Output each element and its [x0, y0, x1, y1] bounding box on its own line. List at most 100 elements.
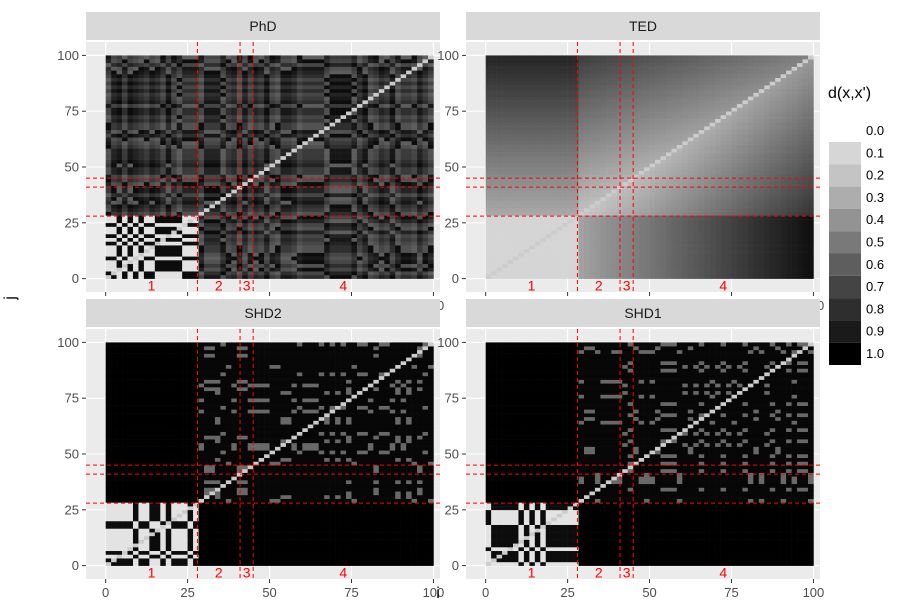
- heatmap-cell: [280, 122, 287, 127]
- heatmap-cell: [214, 111, 221, 116]
- heatmap-cell: [307, 211, 314, 216]
- heatmap-cell: [269, 133, 276, 138]
- heatmap-cell: [149, 155, 156, 160]
- heatmap-cell: [400, 66, 407, 71]
- heatmap-cell: [540, 129, 547, 134]
- heatmap-cell: [258, 204, 265, 209]
- heatmap-cell: [545, 170, 552, 175]
- heatmap-cell: [600, 77, 607, 82]
- heatmap-cell: [105, 111, 112, 116]
- heatmap-cell: [324, 226, 330, 231]
- heatmap-cell: [400, 185, 407, 190]
- heatmap-cell: [507, 174, 514, 179]
- heatmap-cell: [384, 107, 391, 112]
- heatmap-cell: [384, 140, 391, 145]
- heatmap-cell: [132, 181, 139, 186]
- heatmap-cell: [346, 126, 352, 131]
- heatmap-cell: [507, 85, 514, 90]
- heatmap-cell: [573, 126, 579, 131]
- heatmap-cell: [567, 260, 574, 265]
- heatmap-cell: [384, 77, 391, 82]
- heatmap-cell: [518, 167, 525, 172]
- heatmap-cell: [318, 219, 325, 224]
- heatmap-cell: [362, 256, 369, 261]
- heatmap-cell: [384, 114, 391, 119]
- heatmap-cell: [427, 62, 434, 67]
- heatmap-cell: [143, 114, 150, 119]
- heatmap-cell: [417, 178, 423, 183]
- heatmap-cell: [589, 159, 596, 164]
- heatmap-cell: [594, 129, 601, 134]
- heatmap-cell: [165, 126, 172, 131]
- heatmap-cell: [165, 103, 172, 108]
- heatmap-cell: [313, 81, 320, 86]
- heatmap-cell: [269, 62, 276, 67]
- heatmap-cell: [302, 245, 309, 250]
- heatmap-cell: [551, 196, 557, 201]
- heatmap-cell: [247, 92, 254, 97]
- heatmap-cell: [275, 114, 281, 119]
- heatmap-cell: [116, 200, 123, 205]
- heatmap-cell: [584, 159, 590, 164]
- heatmap-cell: [182, 92, 188, 97]
- heatmap-cell: [422, 129, 429, 134]
- heatmap-cell: [523, 114, 530, 119]
- heatmap-cell: [149, 55, 156, 60]
- heatmap-cell: [346, 245, 352, 250]
- heatmap-cell: [187, 70, 194, 75]
- heatmap-cell: [285, 140, 292, 145]
- heatmap-cell: [318, 237, 325, 242]
- heatmap-cell: [378, 181, 385, 186]
- heatmap-cell: [204, 55, 210, 60]
- heatmap-cell: [518, 215, 525, 220]
- heatmap-cell: [165, 140, 172, 145]
- heatmap-cell: [258, 140, 265, 145]
- heatmap-cell: [384, 230, 391, 235]
- heatmap-cell: [594, 137, 601, 142]
- heatmap-cell: [193, 219, 199, 224]
- heatmap-cell: [225, 248, 232, 253]
- heatmap-cell: [182, 163, 188, 168]
- heatmap-cell: [143, 204, 150, 209]
- heatmap-cell: [225, 226, 232, 231]
- heatmap-cell: [253, 237, 259, 242]
- heatmap-cell: [285, 256, 292, 261]
- heatmap-cell: [198, 140, 205, 145]
- heatmap-cell: [556, 107, 563, 112]
- heatmap-cell: [318, 271, 325, 276]
- heatmap-cell: [584, 152, 590, 157]
- heatmap-cell: [417, 226, 423, 231]
- heatmap-cell: [138, 103, 145, 108]
- heatmap-cell: [318, 155, 325, 160]
- heatmap-cell: [605, 271, 612, 276]
- heatmap-cell: [329, 152, 336, 157]
- heatmap-cell: [187, 140, 194, 145]
- heatmap-cell: [329, 200, 336, 205]
- heatmap-cell: [275, 260, 281, 265]
- heatmap-cell: [132, 241, 139, 246]
- heatmap-cell: [545, 193, 552, 198]
- heatmap-cell: [356, 133, 363, 138]
- heatmap-cell: [496, 73, 503, 79]
- heatmap-cell: [540, 133, 547, 138]
- heatmap-cell: [198, 196, 205, 201]
- heatmap-cell: [154, 256, 161, 261]
- heatmap-cell: [351, 159, 358, 164]
- heatmap-cell: [362, 207, 369, 212]
- heatmap-cell: [231, 70, 238, 75]
- heatmap-cell: [253, 163, 259, 168]
- heatmap-cell: [280, 118, 287, 123]
- heatmap-cell: [318, 170, 325, 175]
- heatmap-cell: [132, 92, 139, 97]
- heatmap-cell: [556, 193, 563, 198]
- heatmap-cell: [540, 107, 547, 112]
- heatmap-cell: [264, 163, 270, 168]
- heatmap-cell: [242, 226, 249, 231]
- heatmap-cell: [523, 241, 530, 246]
- heatmap-cell: [116, 267, 123, 272]
- y-tick-label: 0: [72, 271, 79, 286]
- heatmap-cell: [362, 267, 369, 272]
- heatmap-cell: [496, 92, 503, 97]
- heatmap-cell: [340, 103, 347, 108]
- heatmap-cell: [291, 81, 298, 86]
